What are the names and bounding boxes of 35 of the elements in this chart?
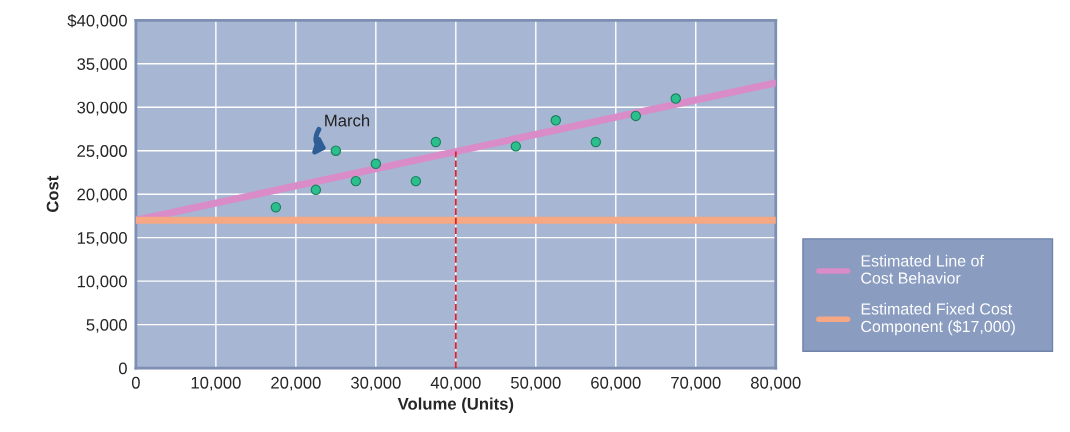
y-tick-label: 5,000 [86,319,127,333]
point [370,158,382,169]
point [270,202,282,213]
point [410,175,422,187]
point [630,110,641,122]
y-tick-label: $40,000 [67,14,127,29]
y-tick-label: 35,000 [77,58,127,72]
point [550,115,562,126]
x-tick-label: 20,000 [271,376,321,391]
x-tick-label: 70,000 [671,376,721,391]
x-axis-title: Volume (Units) [397,397,514,414]
y-axis-title: Cost [46,175,59,213]
legend-label: Estimated Fixed Cost Component ($17,000) [861,302,1015,336]
x-tick-label: 80,000 [750,376,801,391]
x-tick-label: 10,000 [191,376,241,391]
point [670,93,681,104]
y-tick-label: 10,000 [77,275,127,290]
annotation: March [325,114,370,127]
x-tick-label: 50,000 [510,376,561,391]
x-tick-label: 0 [131,376,140,389]
x-tick-label: 60,000 [591,376,641,391]
x-tick-label: 40,000 [430,376,481,391]
x-tick-label: 30,000 [350,376,401,391]
y-tick-label: 30,000 [77,101,127,116]
point [590,136,602,148]
point [310,184,322,196]
point [330,145,342,156]
point [430,136,442,148]
y-tick-label: 15,000 [77,232,127,246]
point [350,175,362,187]
y-tick-label: 25,000 [77,145,127,159]
legend-label: Estimated Line of Cost Behavior [861,254,984,284]
point [510,141,522,152]
y-tick-label: 20,000 [77,188,127,203]
y-tick-label: 0 [118,362,127,375]
